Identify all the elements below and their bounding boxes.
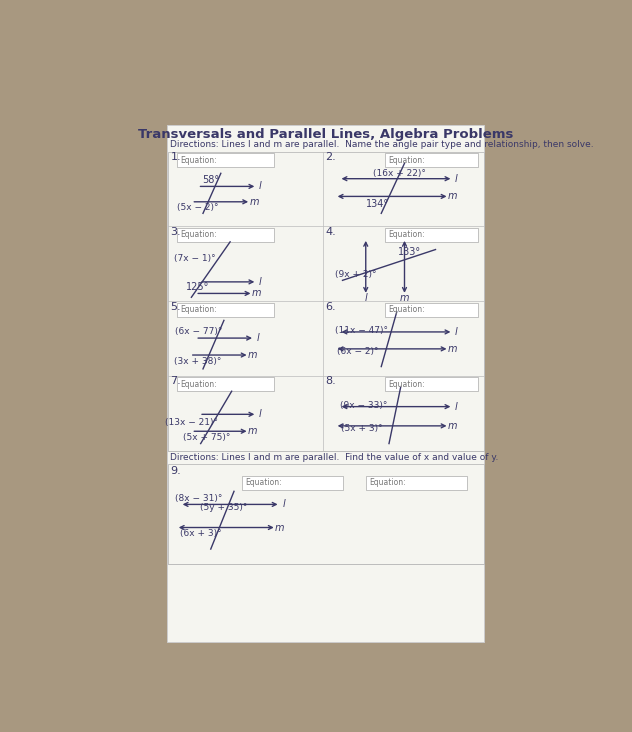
Text: (16x + 22)°: (16x + 22)° [373,169,425,178]
Text: l: l [283,499,285,509]
Text: l: l [365,293,367,303]
Text: (5y + 35)°: (5y + 35)° [200,503,248,512]
Text: l: l [259,277,262,287]
Text: l: l [257,333,259,343]
Text: 1.: 1. [171,152,181,163]
Text: m: m [248,426,257,436]
Text: Equation:: Equation: [388,305,425,314]
Bar [385,378,478,391]
Text: 9.: 9. [171,466,181,476]
Text: 5.: 5. [171,302,181,312]
Text: 4.: 4. [325,227,336,237]
Text: 134°: 134° [366,199,389,209]
Text: l: l [259,182,262,191]
Text: (6x + 3)°: (6x + 3)° [180,529,221,538]
Text: (9x − 33)°: (9x − 33)° [340,400,387,410]
Text: (8x − 31)°: (8x − 31)° [176,494,223,503]
Text: 6.: 6. [325,302,336,312]
Text: l: l [455,402,458,411]
Text: Directions: Lines l and m are parallel.  Find the value of x and value of y.: Directions: Lines l and m are parallel. … [169,453,498,462]
Text: m: m [248,350,257,360]
Text: 2.: 2. [325,152,336,163]
Text: (5x + 3)°: (5x + 3)° [341,424,383,433]
Text: 8.: 8. [325,376,336,386]
Text: Transversals and Parallel Lines, Algebra Problems: Transversals and Parallel Lines, Algebra… [138,127,513,141]
Bar [178,378,274,391]
Bar [366,476,466,490]
Bar [385,302,478,316]
Text: Equation:: Equation: [388,380,425,389]
Text: Directions: Lines l and m are parallel.  Name the angle pair type and relationsh: Directions: Lines l and m are parallel. … [169,141,593,149]
Bar [168,152,484,450]
Text: Equation:: Equation: [388,231,425,239]
Text: (6x − 77)°: (6x − 77)° [176,326,223,336]
Text: Equation:: Equation: [181,156,217,165]
Text: (5x − 2)°: (5x − 2)° [177,203,218,212]
Text: 125°: 125° [186,282,209,291]
Bar [168,464,484,564]
Text: Equation:: Equation: [245,478,281,488]
Text: 58°: 58° [202,175,219,185]
Bar [178,228,274,242]
Text: l: l [455,327,458,337]
Bar [385,228,478,242]
Text: (11x − 47)°: (11x − 47)° [336,326,389,335]
Text: m: m [250,197,259,207]
Text: (3x + 38)°: (3x + 38)° [174,356,221,366]
Text: Equation:: Equation: [181,305,217,314]
Bar [178,153,274,167]
Text: 7.: 7. [171,376,181,386]
Text: 3.: 3. [171,227,181,237]
Text: 133°: 133° [398,247,422,257]
Text: m: m [448,191,458,201]
Text: m: m [275,523,284,532]
Bar [385,153,478,167]
Text: (9x + 2)°: (9x + 2)° [335,270,377,280]
Text: Equation:: Equation: [181,231,217,239]
Text: Equation:: Equation: [388,156,425,165]
Bar [178,302,274,316]
Text: l: l [455,173,458,184]
Text: m: m [400,293,410,303]
Text: Equation:: Equation: [369,478,406,488]
Text: m: m [448,421,458,431]
Text: m: m [448,344,458,354]
Text: Equation:: Equation: [181,380,217,389]
Text: (6x − 2)°: (6x − 2)° [337,347,379,356]
Bar [167,124,484,642]
Text: (5x + 75)°: (5x + 75)° [183,433,231,442]
Bar [242,476,343,490]
Text: m: m [252,288,261,299]
Text: l: l [259,409,262,419]
Text: (7x − 1)°: (7x − 1)° [174,254,216,264]
Text: (13x − 21)°: (13x − 21)° [165,417,218,427]
